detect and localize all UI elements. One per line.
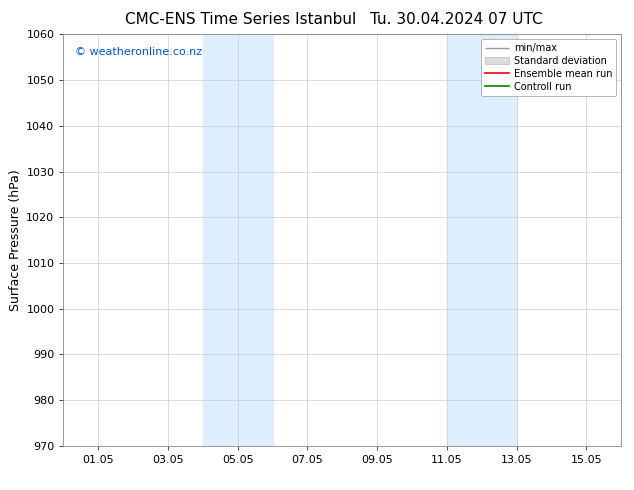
Text: © weatheronline.co.nz: © weatheronline.co.nz [75,47,202,57]
Bar [203,34,273,446]
Text: CMC-ENS Time Series Istanbul: CMC-ENS Time Series Istanbul [126,12,356,27]
Y-axis label: Surface Pressure (hPa): Surface Pressure (hPa) [9,169,22,311]
Bar [447,34,517,446]
Legend: min/max, Standard deviation, Ensemble mean run, Controll run: min/max, Standard deviation, Ensemble me… [481,39,616,96]
Text: Tu. 30.04.2024 07 UTC: Tu. 30.04.2024 07 UTC [370,12,543,27]
